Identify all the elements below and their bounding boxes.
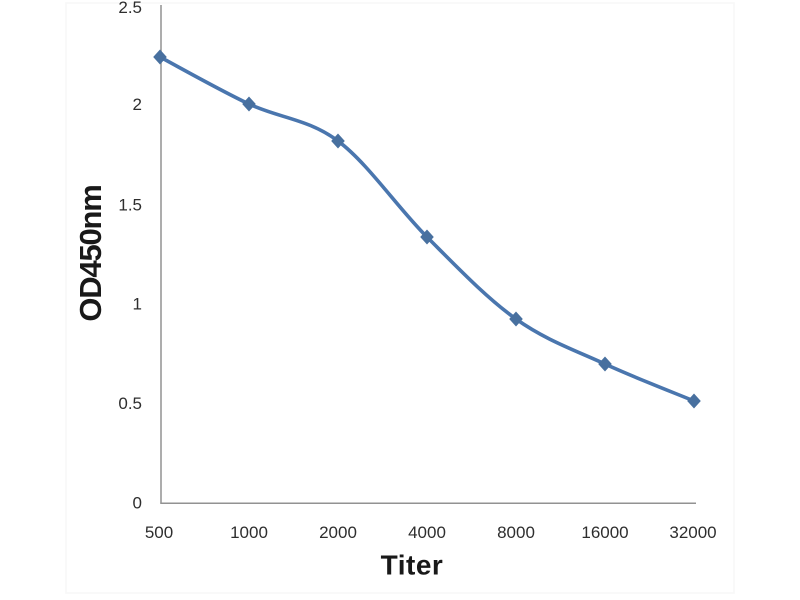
svg-text:0: 0: [133, 494, 142, 513]
svg-text:500: 500: [145, 523, 173, 542]
svg-text:32000: 32000: [669, 523, 716, 542]
svg-text:Titer: Titer: [381, 550, 444, 581]
svg-text:2: 2: [133, 95, 142, 114]
svg-text:2000: 2000: [319, 523, 357, 542]
svg-text:8000: 8000: [497, 523, 535, 542]
svg-text:OD450nm: OD450nm: [73, 185, 108, 321]
svg-text:1000: 1000: [230, 523, 268, 542]
svg-text:1.5: 1.5: [118, 196, 142, 215]
svg-text:2.5: 2.5: [118, 0, 142, 17]
svg-text:16000: 16000: [581, 523, 628, 542]
svg-text:1: 1: [133, 295, 142, 314]
svg-text:0.5: 0.5: [118, 394, 142, 413]
svg-text:4000: 4000: [408, 523, 446, 542]
